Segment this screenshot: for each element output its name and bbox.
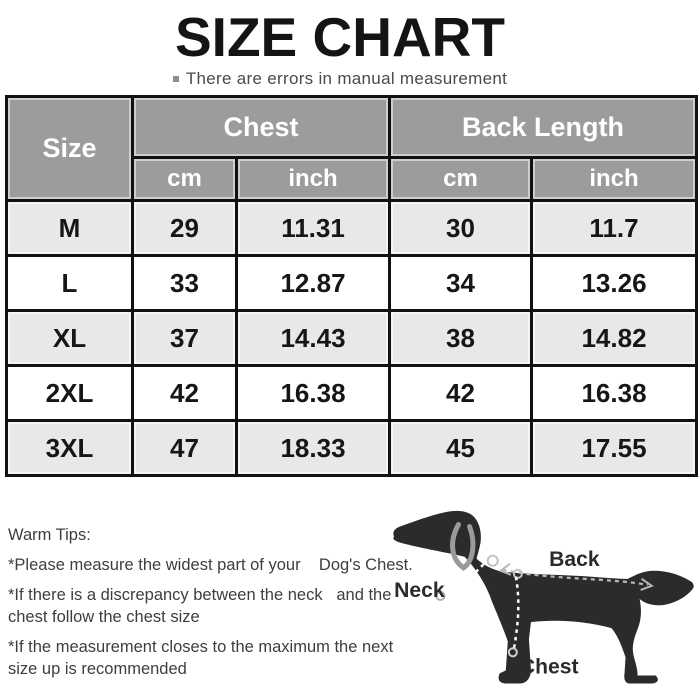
table-row-l: L 33 12.87 34 13.26 [5, 254, 699, 312]
chest-cm-cell: 33 [131, 254, 238, 312]
warm-tips-section: Warm Tips: *Please measure the widest pa… [8, 524, 448, 688]
back-arrowhead-right [640, 578, 654, 591]
back-cm-header: cm [388, 156, 534, 202]
chest-inch-cell: 14.43 [234, 309, 392, 367]
table-row-m: M 29 11.31 30 11.7 [5, 199, 699, 257]
chest-inch-cell: 12.87 [234, 254, 392, 312]
back-cm-cell: 38 [388, 309, 534, 367]
chest-line-top-curl [512, 568, 523, 579]
chest-inch-cell: 18.33 [234, 419, 392, 477]
back-inch-cell: 11.7 [530, 199, 699, 257]
size-column-header: Size [5, 95, 134, 202]
table-row-2xl: 2XL 42 16.38 42 16.38 [5, 364, 699, 422]
back-cm-cell: 42 [388, 364, 534, 422]
chest-cm-cell: 37 [131, 309, 238, 367]
chest-group-header: Chest [130, 95, 392, 159]
tip-item: *If the measurement closes to the maximu… [8, 638, 394, 678]
size-cell: 3XL [5, 419, 134, 477]
tip-item: *Please measure the widest part of your … [8, 556, 413, 574]
dog-ear-highlight [450, 521, 476, 571]
size-cell: 2XL [5, 364, 134, 422]
back-cm-cell: 34 [388, 254, 534, 312]
back-inch-cell: 14.82 [530, 309, 699, 367]
back-inch-cell: 13.26 [530, 254, 699, 312]
subtitle-text: There are errors in manual measurement [185, 69, 508, 88]
dog-measurement-diagram: Back Neck Chest [378, 508, 700, 700]
nape-curl [486, 554, 499, 567]
back-inch-header: inch [530, 156, 699, 202]
back-cm-cell: 45 [388, 419, 534, 477]
neck-line-curl [435, 590, 446, 601]
neck-label: Neck [394, 579, 445, 602]
chest-label: Chest [520, 655, 579, 678]
size-chart-table: Size Chest Back Length cm inch cm inch M… [5, 95, 699, 477]
tips-heading: Warm Tips: [8, 526, 91, 544]
chest-line-bottom-curl [507, 647, 518, 658]
subtitle: There are errors in manual measurement [0, 69, 680, 89]
back-inch-cell: 16.38 [530, 364, 699, 422]
dog-diagram-svg: Back Neck Chest [393, 510, 694, 684]
chest-inch-cell: 16.38 [234, 364, 392, 422]
table-group-header-row: Size Chest Back Length [5, 95, 699, 202]
size-cell: L [5, 254, 134, 312]
chest-cm-header: cm [131, 156, 238, 202]
table-row-xl: XL 37 14.43 38 14.82 [5, 309, 699, 367]
tip-item: *If there is a discrepancy between the n… [8, 586, 392, 626]
chest-inch-header: inch [234, 156, 392, 202]
back-measure-line [502, 568, 648, 586]
dog-silhouette [393, 510, 694, 684]
header: SIZE CHART There are errors in manual me… [0, 10, 680, 89]
back-label: Back [549, 548, 600, 571]
page-title: SIZE CHART [175, 6, 505, 68]
back-cm-cell: 30 [388, 199, 534, 257]
table-row-3xl: 3XL 47 18.33 45 17.55 [5, 419, 699, 477]
chest-cm-cell: 47 [131, 419, 238, 477]
square-bullet-icon [172, 76, 179, 82]
size-cell: XL [5, 309, 134, 367]
back-length-group-header: Back Length [388, 95, 699, 159]
chest-cm-cell: 42 [131, 364, 238, 422]
chest-inch-cell: 11.31 [234, 199, 392, 257]
chest-cm-cell: 29 [131, 199, 238, 257]
back-arrowhead-left [498, 562, 512, 576]
table-unit-header-row: cm inch cm inch [7, 156, 699, 202]
back-inch-cell: 17.55 [530, 419, 699, 477]
size-cell: M [5, 199, 134, 257]
